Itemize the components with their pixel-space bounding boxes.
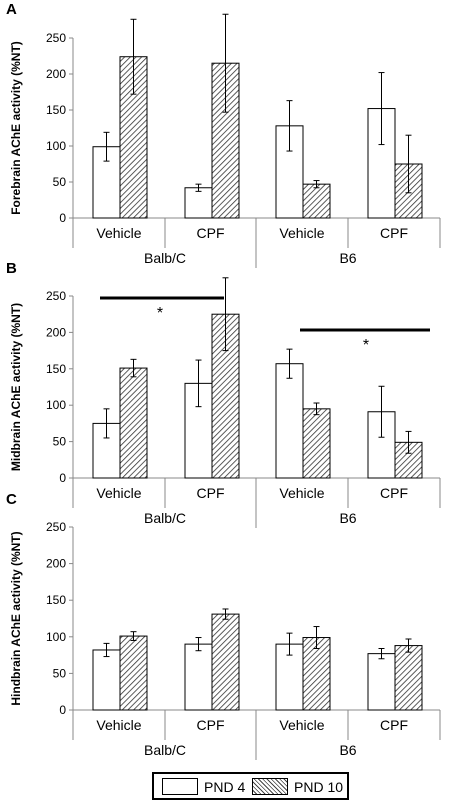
panel-c-bar-pnd4	[92, 649, 121, 711]
legend-item-pnd4: PND 4	[162, 778, 245, 795]
panel-b-category-label: Vehicle	[279, 485, 324, 501]
legend-label-pnd10: PND 10	[294, 778, 344, 795]
panel-a-letter: A	[6, 1, 17, 18]
panel-a-category-label: CPF	[380, 225, 408, 241]
panel-a-y-tick-label: 150	[46, 103, 66, 117]
panel-a-y-tick-label: 250	[46, 31, 66, 45]
panel-c-letter: C	[6, 491, 17, 508]
panel-a-y-label: Forebrain AChE activity (%NT)	[9, 41, 23, 215]
panel-c-category-label: CPF	[380, 717, 408, 733]
legend-swatch-pnd4	[162, 778, 198, 795]
panel-c-y-tick-label: 200	[46, 557, 66, 571]
panel-a-y-tick-label: 0	[59, 211, 66, 225]
panel-c-y-tick-label: 50	[53, 666, 67, 680]
panel-b-category-label: Vehicle	[96, 485, 141, 501]
legend-item-pnd10: PND 10	[252, 778, 343, 795]
panel-b-category-label: CPF	[197, 485, 225, 501]
panel-a-y-tick-label: 200	[46, 67, 66, 81]
panel-c-bar-pnd4	[184, 643, 213, 711]
panel-c-bar-pnd10	[119, 635, 148, 711]
panel-c-group-label: B6	[339, 742, 356, 758]
panel-c-category-label: Vehicle	[279, 717, 324, 733]
panel-b-bar-pnd4	[275, 363, 304, 479]
panel-c-bar-pnd10	[211, 613, 240, 711]
panel-a-bar-pnd4	[184, 187, 213, 219]
panel-c-category-label: Vehicle	[96, 717, 141, 733]
panel-c-y-label: Hindbrain AChE activity (%NT)	[9, 531, 23, 705]
panel-a-group-label: B6	[339, 250, 356, 266]
panel-b-significance-star: *	[363, 337, 369, 354]
panel-b-significance-star: *	[157, 305, 163, 322]
panel-b-y-tick-label: 0	[59, 471, 66, 485]
panel-c-y-tick-label: 100	[46, 630, 66, 644]
panel-b-group-label: B6	[339, 510, 356, 526]
panel-a-bar-pnd10	[302, 183, 331, 219]
panel-c-bar-pnd4	[367, 653, 396, 711]
legend-label-pnd4: PND 4	[204, 778, 246, 795]
panel-a-group-label: Balb/C	[144, 250, 186, 266]
panel-a-category-label: Vehicle	[279, 225, 324, 241]
panel-b-y-tick-label: 100	[46, 398, 66, 412]
legend-swatch-pnd10	[252, 778, 288, 795]
panel-b-bar-pnd10	[302, 408, 331, 479]
legend: PND 4 PND 10	[152, 772, 349, 800]
panel-b-group-label: Balb/C	[144, 510, 186, 526]
panel-c-y-tick-label: 0	[59, 703, 66, 717]
panel-c-category-label: CPF	[197, 717, 225, 733]
panel-b-y-tick-label: 50	[53, 435, 67, 449]
panel-b-y-tick-label: 250	[46, 289, 66, 303]
panel-b-y-label: Midbrain AChE activity (%NT)	[9, 303, 23, 471]
panel-b-letter: B	[6, 260, 17, 277]
panel-b-y-tick-label: 150	[46, 362, 66, 376]
panel-b-category-label: CPF	[380, 485, 408, 501]
panel-a-y-tick-label: 100	[46, 139, 66, 153]
panel-c-y-tick-label: 250	[46, 520, 66, 534]
panel-a-category-label: CPF	[197, 225, 225, 241]
panel-a-category-label: Vehicle	[96, 225, 141, 241]
panel-a-y-tick-label: 50	[53, 175, 67, 189]
panel-c-group-label: Balb/C	[144, 742, 186, 758]
panel-b-bar-pnd10	[119, 367, 148, 479]
panel-b-y-tick-label: 200	[46, 325, 66, 339]
panel-c-y-tick-label: 150	[46, 593, 66, 607]
panel-c-bar-pnd10	[302, 637, 331, 711]
panel-c-bar-pnd10	[394, 645, 423, 711]
